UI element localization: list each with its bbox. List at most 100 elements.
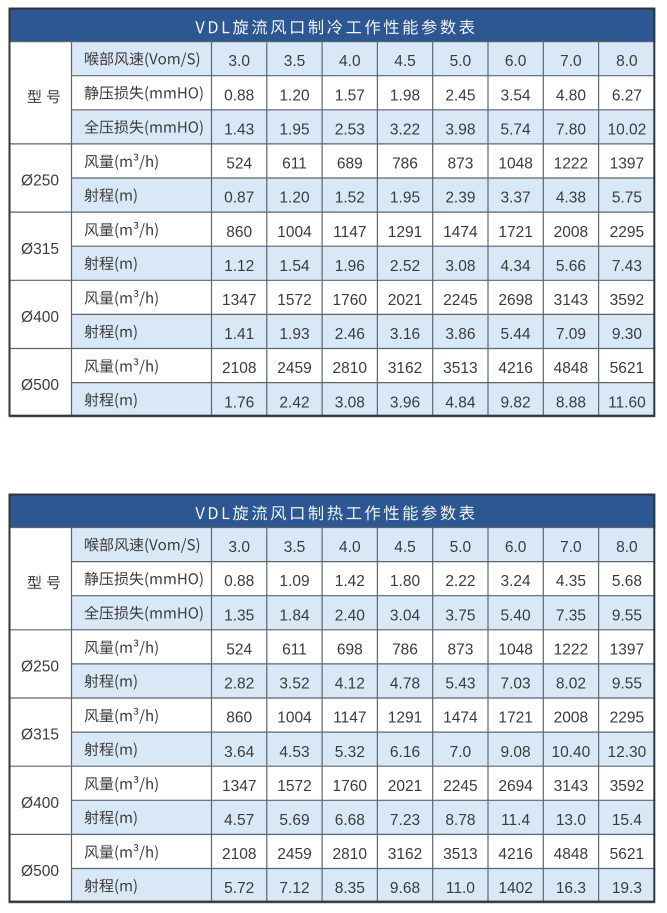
svg-text:2.22: 2.22 <box>445 573 475 590</box>
svg-text:4.35: 4.35 <box>556 573 586 590</box>
svg-text:1.09: 1.09 <box>279 573 309 590</box>
svg-text:2008: 2008 <box>554 224 588 241</box>
svg-text:2.52: 2.52 <box>390 258 420 275</box>
svg-text:5.66: 5.66 <box>556 258 586 275</box>
svg-text:786: 786 <box>392 642 418 659</box>
svg-text:7.12: 7.12 <box>279 880 309 897</box>
svg-text:4.5: 4.5 <box>394 539 416 556</box>
svg-text:1291: 1291 <box>388 224 422 241</box>
svg-text:4848: 4848 <box>554 360 588 377</box>
svg-text:Ø400: Ø400 <box>21 309 59 326</box>
svg-text:4.34: 4.34 <box>501 258 532 275</box>
svg-text:11.60: 11.60 <box>608 394 646 411</box>
svg-text:1.20: 1.20 <box>279 190 310 207</box>
svg-text:5.43: 5.43 <box>445 676 475 693</box>
svg-text:1.20: 1.20 <box>279 87 310 104</box>
svg-text:1048: 1048 <box>498 642 532 659</box>
svg-text:2.45: 2.45 <box>445 87 475 104</box>
svg-text:2694: 2694 <box>498 778 533 795</box>
svg-text:Ø315: Ø315 <box>21 241 59 258</box>
svg-text:1.95: 1.95 <box>390 190 420 207</box>
svg-text:3.08: 3.08 <box>335 394 365 411</box>
svg-text:1.95: 1.95 <box>279 121 309 138</box>
svg-text:873: 873 <box>447 642 473 659</box>
svg-text:Ø315: Ø315 <box>21 727 59 744</box>
svg-text:4.78: 4.78 <box>390 676 420 693</box>
svg-text:1.54: 1.54 <box>279 258 310 275</box>
svg-text:16.3: 16.3 <box>556 880 586 897</box>
svg-text:2.46: 2.46 <box>335 326 365 343</box>
svg-text:7.09: 7.09 <box>556 326 586 343</box>
svg-text:1397: 1397 <box>610 642 644 659</box>
svg-text:2810: 2810 <box>333 846 368 863</box>
svg-text:5.69: 5.69 <box>279 812 309 829</box>
svg-text:2.40: 2.40 <box>335 607 366 624</box>
svg-text:1222: 1222 <box>554 156 588 173</box>
svg-text:1.35: 1.35 <box>224 607 254 624</box>
svg-text:2459: 2459 <box>277 360 311 377</box>
svg-text:2021: 2021 <box>388 292 422 309</box>
svg-text:3.22: 3.22 <box>390 121 420 138</box>
svg-text:3.52: 3.52 <box>279 676 309 693</box>
svg-text:4.12: 4.12 <box>335 676 365 693</box>
svg-text:524: 524 <box>226 156 252 173</box>
svg-text:1.84: 1.84 <box>279 607 310 624</box>
svg-text:3.37: 3.37 <box>501 190 531 207</box>
svg-text:12.30: 12.30 <box>608 744 647 761</box>
svg-text:7.03: 7.03 <box>501 676 531 693</box>
svg-text:8.35: 8.35 <box>335 880 365 897</box>
svg-text:4.38: 4.38 <box>556 190 586 207</box>
svg-text:1721: 1721 <box>498 710 532 727</box>
svg-text:611: 611 <box>282 156 307 173</box>
svg-text:2295: 2295 <box>610 710 644 727</box>
svg-text:5.75: 5.75 <box>612 190 642 207</box>
svg-text:3513: 3513 <box>443 846 477 863</box>
svg-text:1.12: 1.12 <box>224 258 254 275</box>
svg-text:4.80: 4.80 <box>556 87 587 104</box>
svg-text:4216: 4216 <box>498 846 532 863</box>
svg-text:9.08: 9.08 <box>501 744 531 761</box>
svg-text:3.04: 3.04 <box>390 607 421 624</box>
svg-text:1760: 1760 <box>333 292 368 309</box>
svg-text:5.74: 5.74 <box>501 121 532 138</box>
svg-text:1760: 1760 <box>333 778 368 795</box>
svg-text:5.32: 5.32 <box>335 744 365 761</box>
svg-text:8.78: 8.78 <box>445 812 475 829</box>
svg-text:2.42: 2.42 <box>279 394 309 411</box>
svg-text:5.68: 5.68 <box>612 573 642 590</box>
svg-text:9.68: 9.68 <box>390 880 420 897</box>
svg-text:860: 860 <box>226 710 252 727</box>
svg-text:5.72: 5.72 <box>224 880 254 897</box>
svg-text:7.0: 7.0 <box>560 53 582 70</box>
svg-text:3.96: 3.96 <box>390 394 420 411</box>
svg-text:0.88: 0.88 <box>224 87 254 104</box>
svg-text:8.88: 8.88 <box>556 394 586 411</box>
svg-text:Ø500: Ø500 <box>21 863 59 880</box>
svg-text:3.5: 3.5 <box>284 539 306 556</box>
svg-text:860: 860 <box>226 224 252 241</box>
svg-text:4.84: 4.84 <box>445 394 476 411</box>
svg-text:6.16: 6.16 <box>390 744 420 761</box>
svg-text:2008: 2008 <box>554 710 588 727</box>
svg-text:6.0: 6.0 <box>505 539 527 556</box>
svg-text:698: 698 <box>337 642 363 659</box>
svg-text:4.0: 4.0 <box>339 53 361 70</box>
svg-text:2.82: 2.82 <box>224 676 254 693</box>
svg-text:4216: 4216 <box>498 360 532 377</box>
svg-text:4.57: 4.57 <box>224 812 254 829</box>
svg-text:2459: 2459 <box>277 846 311 863</box>
svg-text:5621: 5621 <box>610 846 644 863</box>
svg-text:3162: 3162 <box>388 360 422 377</box>
svg-text:2021: 2021 <box>388 778 422 795</box>
svg-text:1572: 1572 <box>277 292 311 309</box>
svg-text:1.98: 1.98 <box>390 87 420 104</box>
svg-text:3513: 3513 <box>443 360 477 377</box>
svg-text:786: 786 <box>392 156 418 173</box>
svg-text:Ø500: Ø500 <box>21 377 59 394</box>
svg-text:1.93: 1.93 <box>279 326 309 343</box>
svg-text:4.5: 4.5 <box>394 53 416 70</box>
svg-text:1.96: 1.96 <box>335 258 365 275</box>
svg-text:3.0: 3.0 <box>228 53 250 70</box>
svg-text:7.80: 7.80 <box>556 121 587 138</box>
svg-text:3.08: 3.08 <box>445 258 475 275</box>
